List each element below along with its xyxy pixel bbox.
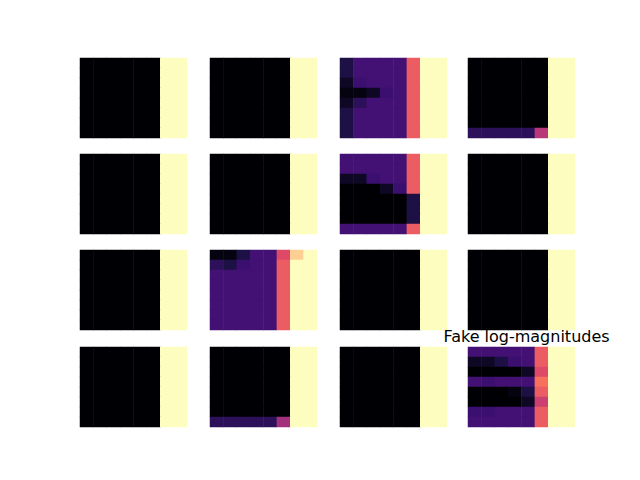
svg-text:Fake log-magnitudes: Fake log-magnitudes <box>443 327 609 346</box>
